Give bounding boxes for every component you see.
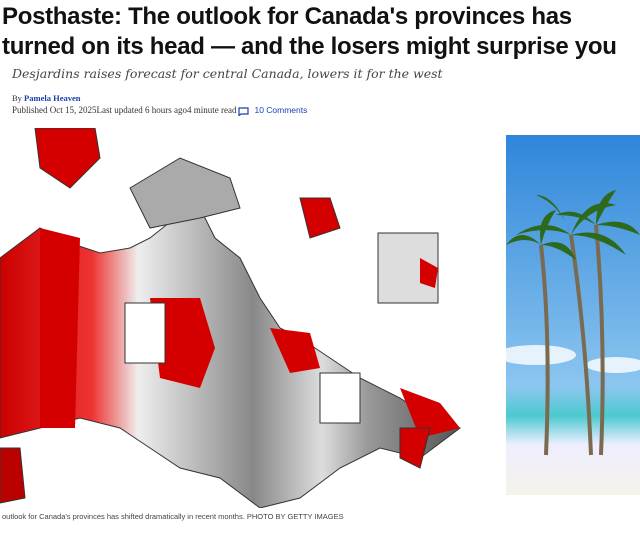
comments-count: 10 Comments xyxy=(254,104,308,115)
image-caption: outlook for Canada's provinces has shift… xyxy=(2,512,344,521)
byline: By Pamela Heaven xyxy=(12,93,80,103)
by-label: By xyxy=(12,93,22,103)
article-subtitle: Desjardins raises forecast for central C… xyxy=(12,66,443,81)
comments-link[interactable]: 10 Comments xyxy=(238,103,307,116)
updated-time: Last updated 6 hours ago xyxy=(96,104,187,115)
author-link[interactable]: Pamela Heaven xyxy=(24,93,81,103)
comment-bubble-icon xyxy=(238,107,250,116)
article-title: Posthaste: The outlook for Canada's prov… xyxy=(2,3,617,60)
advertisement-image-palm-beach[interactable] xyxy=(506,135,640,495)
published-date: Published Oct 15, 2025 xyxy=(12,104,97,115)
hero-image-canada-puzzle-map xyxy=(0,128,462,508)
article-meta: Published Oct 15, 2025 Last updated 6 ho… xyxy=(12,103,307,116)
read-time: 4 minute read xyxy=(186,104,237,115)
